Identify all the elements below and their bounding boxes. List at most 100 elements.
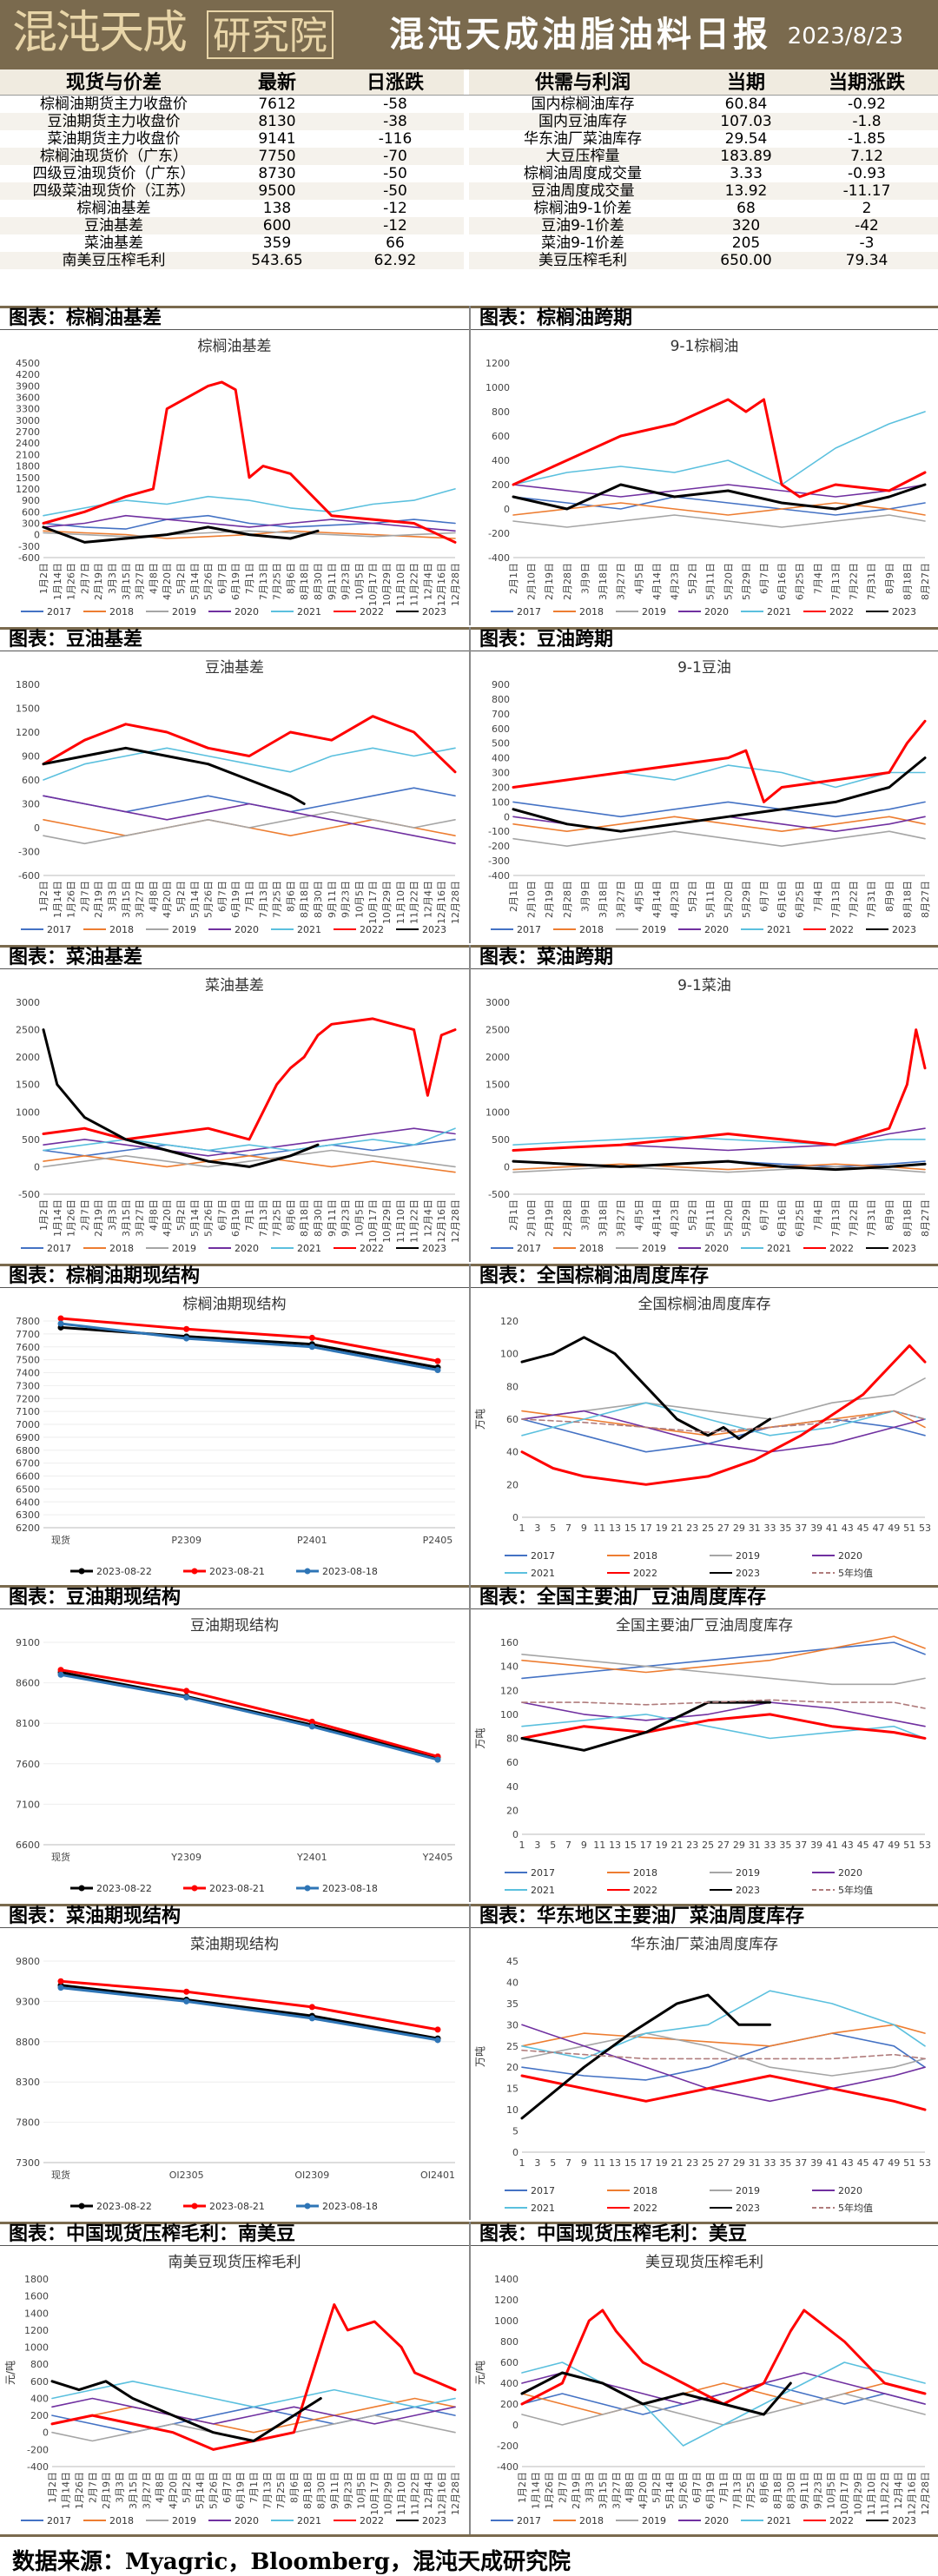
legend-label: 2023-08-18 (322, 2201, 378, 2212)
x-tick-label: 8月27日 (920, 1199, 931, 1237)
x-tick-label: 6月19日 (230, 563, 241, 600)
chart-soy-structure: 豆油期现结构 6600 7100 7600 8100 8600 9100 现货 Y2309 Y24… (16, 1617, 455, 1894)
legend-label: 2021 (531, 2203, 555, 2214)
series-line-2019 (521, 2032, 926, 2077)
x-tick-label: 4月20日 (162, 563, 173, 600)
y-tick-label: -500 (488, 1189, 510, 1200)
y-tick-label: 9300 (16, 1996, 40, 2007)
x-tick-label: 8月18日 (299, 1199, 310, 1237)
y-tick-label: 5 (512, 2126, 519, 2137)
legend-label: 2017 (47, 1243, 71, 1254)
x-tick-label: 25 (702, 2157, 714, 2169)
x-tick-label: 10月17日 (839, 2472, 850, 2515)
chart-title: 南美豆现货压榨毛利 (168, 2254, 301, 2271)
x-tick-label: 7月13日 (830, 563, 842, 600)
y-tick-label: 600 (30, 2376, 49, 2388)
y-tick-label: 1500 (16, 472, 40, 484)
y-tick-label: 7400 (16, 1368, 40, 1379)
y-tick-label: 300 (492, 768, 510, 779)
series-line-2022 (512, 719, 927, 803)
x-tick-label: 7月13日 (258, 1199, 269, 1237)
table-cell: -3 (859, 234, 875, 252)
y-tick-label: 800 (500, 2336, 519, 2348)
x-tick-label: 4月20日 (168, 2472, 179, 2509)
y-tick-label: 0 (34, 822, 40, 834)
legend-label: 2019 (736, 1867, 760, 1879)
chart-palm-spread: 9-1棕榈油 -400 -200 0 200 400 600 800 1000 1200 2月1日 2… (486, 338, 931, 618)
x-tick-label: 1 (519, 1522, 525, 1534)
y-tick-label: 1500 (16, 1080, 40, 1091)
x-tick-label: 19 (656, 1840, 668, 1851)
y-tick-label: -200 (497, 2441, 519, 2452)
series-line-2020 (521, 1410, 926, 1453)
x-tick-label: 23 (686, 1840, 698, 1851)
chart-rape-spread: 9-1菜油 -500 0 500 1000 1500 2000 2500 3000 2月1日 2月1… (486, 977, 931, 1254)
y-tick-label: 7100 (16, 1799, 40, 1810)
y-tick-label: 0 (504, 1161, 510, 1172)
legend-label: 2017 (517, 1243, 541, 1254)
legend-label: 2018 (579, 1243, 604, 1254)
series-line-2022 (520, 1713, 927, 1740)
x-tick-label: P2309 (171, 1535, 201, 1546)
report-date: 2023/8/23 (787, 23, 903, 50)
x-tick-label: 45 (857, 1840, 869, 1851)
x-tick-label: 3月27日 (616, 563, 627, 600)
section-title: 图表：豆油跨期 (479, 628, 614, 651)
table-cell: 107.03 (697, 113, 796, 130)
x-tick-label: 1月2日 (47, 2472, 58, 2503)
y-tick-label: 8600 (16, 1678, 40, 1689)
legend-label: 2022 (829, 2515, 854, 2526)
y-tick-label: 2500 (16, 1025, 40, 1036)
chart-title: 棕榈油基差 (198, 338, 272, 355)
x-tick-label: 12月16日 (907, 2472, 918, 2515)
data-point (308, 2004, 315, 2011)
x-tick-label: 7月25日 (272, 881, 283, 918)
x-tick-label: 4月8日 (155, 2472, 166, 2503)
x-tick-label: 5月2日 (182, 2472, 193, 2503)
data-point (308, 1344, 315, 1351)
series-line-2017 (512, 801, 926, 818)
y-tick-label: 6400 (16, 1496, 40, 1508)
table-cell: 79.34 (796, 252, 938, 269)
table-cell: -50 (327, 182, 464, 200)
table-row: 南美豆压榨毛利 543.65 62.92 美豆压榨毛利 650.00 79.34 (0, 252, 938, 269)
y-tick-label: 0 (512, 2420, 519, 2431)
legend-label: 2023 (892, 1243, 916, 1254)
x-tick-label: 5月2日 (175, 563, 187, 594)
x-tick-label: 8月9日 (884, 881, 895, 912)
legend-label: 2023 (736, 1568, 760, 1579)
x-tick-label: 6月7日 (759, 563, 770, 594)
table-row: 棕榈油基差 138 -12 棕榈油9-1价差 68 2 (0, 200, 938, 217)
legend-label: 2020 (234, 1243, 259, 1254)
legend-label: 2018 (633, 2185, 657, 2196)
legend-label: 2023 (422, 924, 446, 935)
data-point (57, 1315, 64, 1322)
table-cell: 2 (862, 200, 872, 217)
x-tick-label: Y2405 (422, 1852, 453, 1863)
legend-marker (191, 1885, 198, 1892)
legend-label: 2018 (633, 1550, 657, 1562)
series-line-5年均值 (521, 1410, 926, 1433)
company-logo: 混沌天成 (12, 7, 188, 59)
x-tick-label: 7月25日 (275, 2472, 287, 2509)
series-line-5年均值 (521, 2049, 926, 2060)
table-cell: 7612 (258, 96, 296, 113)
data-point (308, 2015, 315, 2022)
x-tick-label: 3月3日 (107, 1199, 118, 1231)
x-tick-label: 5 (550, 1522, 556, 1534)
y-tick-label: 7800 (16, 1316, 40, 1327)
series-line-2021 (43, 1127, 456, 1152)
x-tick-label: 3月27日 (135, 881, 146, 918)
legend-label: 2019 (736, 2185, 760, 2196)
x-tick-label: 8月6日 (285, 563, 296, 594)
table-cell: 13.92 (697, 182, 796, 200)
x-tick-label: 1月14日 (52, 1199, 63, 1237)
x-tick-label: 12月4日 (893, 2472, 904, 2509)
x-tick-label: 45 (857, 2157, 869, 2169)
legend-label: 2021 (767, 606, 791, 618)
chart-title: 9-1棕榈油 (670, 338, 739, 355)
series-line-2022 (42, 715, 457, 774)
x-tick-label: 5月20日 (723, 1199, 734, 1237)
legend-label: 2019 (172, 606, 196, 618)
